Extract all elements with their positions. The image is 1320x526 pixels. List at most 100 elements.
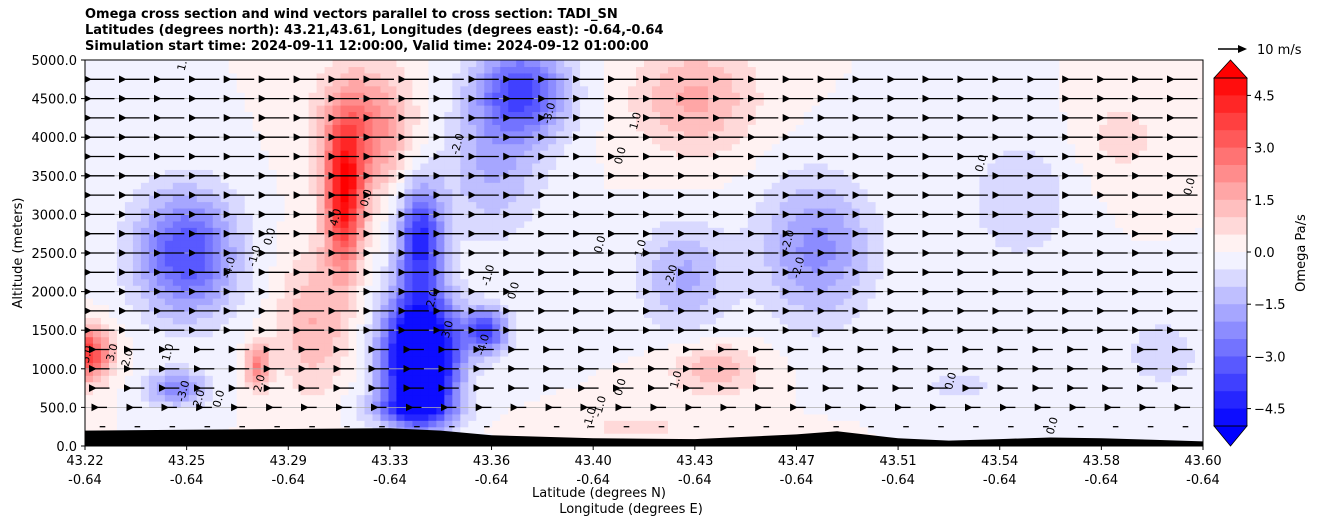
- heatmap-cell: [332, 220, 342, 228]
- heatmap-cell: [588, 323, 597, 331]
- heatmap-cell: [196, 355, 206, 363]
- heatmap-cell: [308, 175, 318, 183]
- heatmap-cell: [436, 381, 445, 389]
- heatmap-cell: [388, 201, 398, 209]
- heatmap-cell: [308, 79, 318, 87]
- heatmap-cell: [372, 336, 382, 344]
- heatmap-cell: [428, 246, 437, 254]
- heatmap-cell: [532, 124, 541, 132]
- heatmap-cell: [372, 291, 382, 299]
- heatmap-cell: [372, 79, 382, 87]
- heatmap-cell: [268, 323, 278, 331]
- heatmap-cell: [516, 66, 525, 74]
- heatmap-cell: [92, 214, 102, 222]
- heatmap-cell: [260, 336, 270, 344]
- heatmap-cell: [588, 259, 597, 267]
- heatmap-cell: [164, 343, 174, 351]
- heatmap-cell: [715, 375, 725, 383]
- heatmap-cell: [220, 413, 230, 421]
- heatmap-cell: [108, 310, 118, 318]
- heatmap-cell: [164, 388, 174, 396]
- heatmap-cell: [420, 201, 429, 209]
- heatmap-cell: [228, 66, 238, 74]
- heatmap-cell: [404, 66, 414, 74]
- heatmap-cell: [739, 143, 749, 151]
- heatmap-cell: [228, 368, 238, 376]
- heatmap-cell: [556, 246, 565, 254]
- heatmap-cell: [172, 394, 182, 402]
- heatmap-cell: [212, 207, 222, 215]
- heatmap-cell: [484, 188, 493, 196]
- heatmap-cell: [524, 394, 533, 402]
- heatmap-cell: [723, 272, 733, 280]
- heatmap-cell: [180, 66, 190, 74]
- heatmap-cell: [324, 272, 334, 280]
- heatmap-cell: [715, 60, 725, 68]
- heatmap-cell: [324, 150, 334, 158]
- heatmap-cell: [172, 420, 182, 428]
- heatmap-cell: [620, 298, 629, 306]
- heatmap-cell: [324, 182, 334, 190]
- heatmap-cell: [675, 214, 685, 222]
- heatmap-cell: [244, 188, 254, 196]
- heatmap-cell: [300, 330, 310, 338]
- heatmap-cell: [220, 310, 230, 318]
- heatmap-cell: [204, 124, 214, 132]
- heatmap-cell: [628, 124, 637, 132]
- heatmap-cell: [580, 317, 589, 325]
- heatmap-cell: [236, 72, 246, 80]
- heatmap-cell: [620, 330, 629, 338]
- heatmap-cell: [596, 278, 605, 286]
- heatmap-cell: [340, 220, 350, 228]
- heatmap-cell: [332, 343, 342, 351]
- heatmap-cell: [356, 330, 366, 338]
- heatmap-cell: [124, 124, 134, 132]
- heatmap-cell: [300, 201, 310, 209]
- heatmap-cell: [100, 368, 110, 376]
- heatmap-cell: [404, 207, 414, 215]
- heatmap-cell: [108, 355, 118, 363]
- heatmap-cell: [739, 195, 749, 203]
- heatmap-cell: [739, 85, 749, 93]
- heatmap-cell: [628, 214, 637, 222]
- heatmap-cell: [604, 92, 613, 100]
- heatmap-cell: [196, 188, 206, 196]
- heatmap-cell: [380, 349, 390, 357]
- heatmap-cell: [428, 272, 437, 280]
- heatmap-cell: [428, 220, 437, 228]
- heatmap-cell: [683, 175, 693, 183]
- heatmap-cell: [380, 85, 390, 93]
- heatmap-cell: [636, 201, 645, 209]
- heatmap-cell: [132, 375, 142, 383]
- heatmap-cell: [476, 79, 485, 87]
- heatmap-cell: [204, 310, 214, 318]
- heatmap-cell: [85, 156, 94, 164]
- heatmap-cell: [707, 156, 717, 164]
- heatmap-cell: [228, 117, 238, 125]
- heatmap-cell: [308, 291, 318, 299]
- heatmap-cell: [380, 394, 390, 402]
- heatmap-cell: [707, 188, 717, 196]
- heatmap-cell: [148, 246, 158, 254]
- heatmap-cell: [332, 420, 342, 428]
- heatmap-cell: [148, 117, 158, 125]
- heatmap-cell: [659, 92, 669, 100]
- heatmap-cell: [92, 233, 102, 241]
- heatmap-cell: [388, 79, 398, 87]
- heatmap-cell: [564, 259, 573, 267]
- heatmap-cell: [236, 124, 246, 132]
- heatmap-cell: [620, 304, 629, 312]
- heatmap-cell: [484, 92, 493, 100]
- heatmap-cell: [100, 253, 110, 261]
- heatmap-cell: [675, 156, 685, 164]
- heatmap-cell: [196, 117, 206, 125]
- heatmap-cell: [92, 291, 102, 299]
- heatmap-cell: [252, 72, 262, 80]
- heatmap-cell: [691, 355, 701, 363]
- heatmap-cell: [683, 201, 693, 209]
- heatmap-cell: [212, 195, 222, 203]
- heatmap-cell: [707, 72, 717, 80]
- heatmap-cell: [108, 420, 118, 428]
- heatmap-cell: [468, 162, 477, 170]
- heatmap-cell: [276, 150, 286, 158]
